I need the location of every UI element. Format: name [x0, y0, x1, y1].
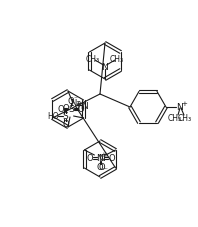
Text: ⁻: ⁻: [102, 165, 106, 174]
Text: N: N: [177, 103, 183, 112]
Text: N: N: [96, 154, 103, 163]
Text: CH₃: CH₃: [110, 54, 124, 63]
Text: O: O: [108, 154, 115, 163]
Text: ⁻: ⁻: [103, 165, 107, 174]
Text: O: O: [62, 120, 69, 129]
Text: +: +: [103, 151, 108, 157]
Text: O: O: [68, 96, 74, 105]
Text: +: +: [101, 151, 107, 157]
Text: N: N: [102, 62, 108, 71]
Text: +: +: [181, 101, 187, 106]
Text: N: N: [98, 154, 105, 163]
Text: O: O: [96, 163, 103, 172]
Text: CH₃: CH₃: [178, 114, 192, 123]
Text: O: O: [58, 105, 64, 114]
Text: O: O: [98, 163, 105, 172]
Text: O: O: [78, 105, 84, 114]
Text: ⁻: ⁻: [73, 94, 77, 103]
Text: O: O: [86, 154, 93, 163]
Text: HN: HN: [76, 102, 89, 111]
Text: CH₃: CH₃: [168, 114, 182, 123]
Text: S: S: [63, 112, 69, 121]
Text: CH₃: CH₃: [86, 54, 100, 63]
Text: Na: Na: [70, 99, 81, 108]
Text: S: S: [68, 105, 74, 114]
Text: HO: HO: [47, 112, 58, 121]
Text: O: O: [62, 104, 69, 113]
